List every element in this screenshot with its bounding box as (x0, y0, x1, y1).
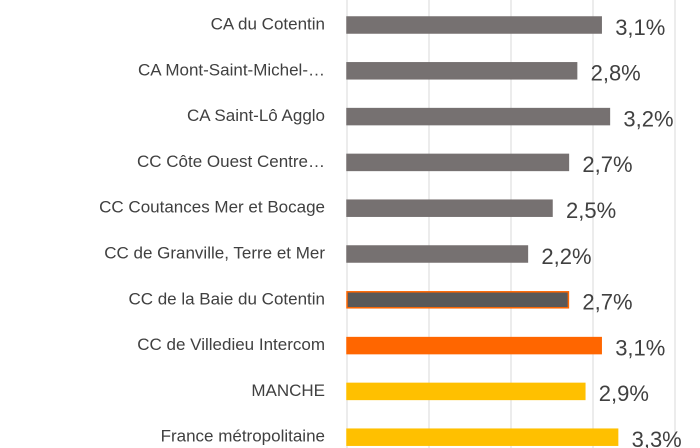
category-label: CA du Cotentin (211, 14, 325, 33)
value-label: 3,3% (632, 427, 682, 448)
bar (346, 62, 578, 80)
value-label: 2,9% (599, 381, 649, 406)
value-label: 2,7% (582, 290, 632, 315)
category-label: CC de Villedieu Intercom (137, 335, 325, 354)
category-label: CA Mont-Saint-Michel-… (138, 60, 325, 79)
bar (346, 336, 602, 355)
bar (346, 382, 586, 401)
bar (346, 107, 611, 126)
category-label: CC de la Baie du Cotentin (128, 289, 325, 308)
category-label: MANCHE (251, 381, 325, 400)
bar (346, 291, 570, 309)
bar (346, 245, 529, 263)
value-label: 3,1% (615, 15, 665, 40)
bar (346, 153, 570, 172)
value-label: 3,2% (623, 106, 673, 131)
value-label: 2,5% (566, 198, 616, 223)
category-label: France métropolitaine (161, 427, 325, 446)
bar (346, 199, 553, 217)
value-label: 2,8% (591, 61, 641, 86)
bar (346, 16, 602, 34)
value-label: 2,7% (582, 152, 632, 177)
category-label: CA Saint-Lô Agglo (187, 106, 325, 125)
category-label: CC de Granville, Terre et Mer (104, 243, 325, 262)
value-label: 2,2% (541, 244, 591, 269)
category-label: CC Côte Ouest Centre… (137, 152, 325, 171)
bar (346, 428, 619, 446)
category-label: CC Coutances Mer et Bocage (99, 198, 325, 217)
value-label: 3,1% (615, 335, 665, 360)
